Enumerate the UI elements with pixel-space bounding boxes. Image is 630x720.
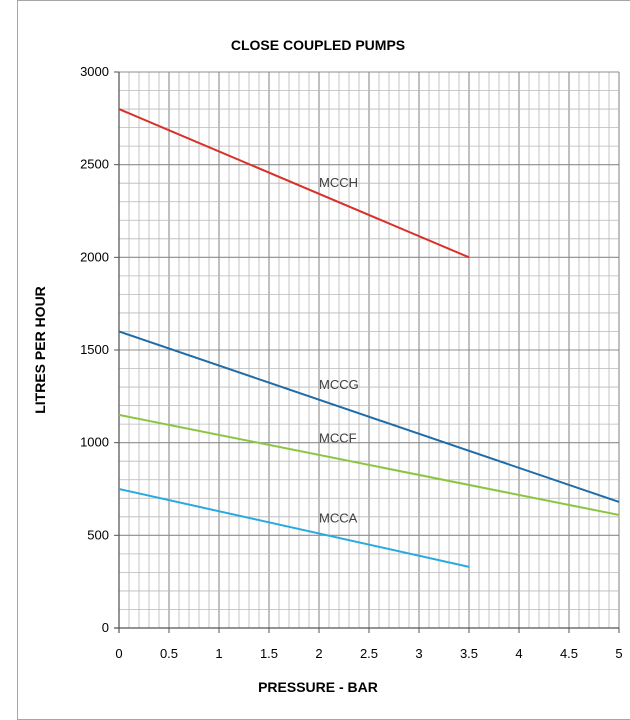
series-labels: MCCH MCCG MCCF MCCA: [319, 175, 359, 525]
y-tick-label: 1000: [80, 435, 109, 450]
series-line-mcch: [118, 108, 470, 259]
y-tick-label: 500: [87, 527, 109, 542]
series-label-mccf: MCCF: [319, 431, 357, 446]
y-tick-label: 2500: [80, 157, 109, 172]
x-tick-label: 4: [515, 646, 522, 661]
series-line-mcca: [118, 488, 470, 568]
x-tick-label: 0.5: [160, 646, 178, 661]
y-tick-label: 0: [102, 620, 109, 635]
y-tick-label: 2000: [80, 249, 109, 264]
y-axis-label: LITRES PER HOUR: [32, 286, 48, 414]
series-label-mccg: MCCG: [319, 377, 359, 392]
y-tick-label: 3000: [80, 64, 109, 79]
x-tick-label: 2: [315, 646, 322, 661]
series-lines: [118, 108, 620, 568]
x-tick-label: 5: [615, 646, 622, 661]
series-line-mccf: [118, 413, 620, 516]
chart-title: CLOSE COUPLED PUMPS: [231, 37, 405, 53]
x-tick-label: 3.5: [460, 646, 478, 661]
x-tick-label: 1.5: [260, 646, 278, 661]
series-label-mcch: MCCH: [319, 175, 358, 190]
grid: [114, 71, 620, 633]
y-tick-label: 1500: [80, 342, 109, 357]
x-tick-label: 4.5: [560, 646, 578, 661]
x-axis-label: PRESSURE - BAR: [258, 679, 378, 695]
x-tick-labels: 0 0.5 1 1.5 2 2.5 3 3.5 4 4.5 5: [115, 628, 623, 661]
series-line-mccg: [118, 330, 620, 503]
x-tick-label: 2.5: [360, 646, 378, 661]
x-tick-label: 0: [115, 646, 122, 661]
x-tick-label: 1: [215, 646, 222, 661]
x-tick-label: 3: [415, 646, 422, 661]
series-label-mcca: MCCA: [319, 510, 358, 525]
y-tick-labels: 0 500 1000 1500 2000 2500 3000: [80, 64, 119, 635]
